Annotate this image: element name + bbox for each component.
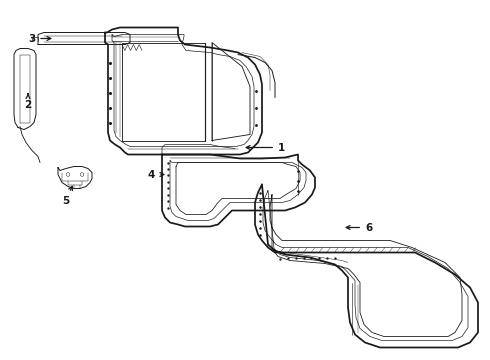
Text: 2: 2 <box>24 94 32 109</box>
Text: 3: 3 <box>28 33 51 44</box>
Text: 4: 4 <box>148 170 164 180</box>
Text: 6: 6 <box>346 222 372 233</box>
Text: 1: 1 <box>246 143 285 153</box>
Text: 5: 5 <box>62 186 73 206</box>
